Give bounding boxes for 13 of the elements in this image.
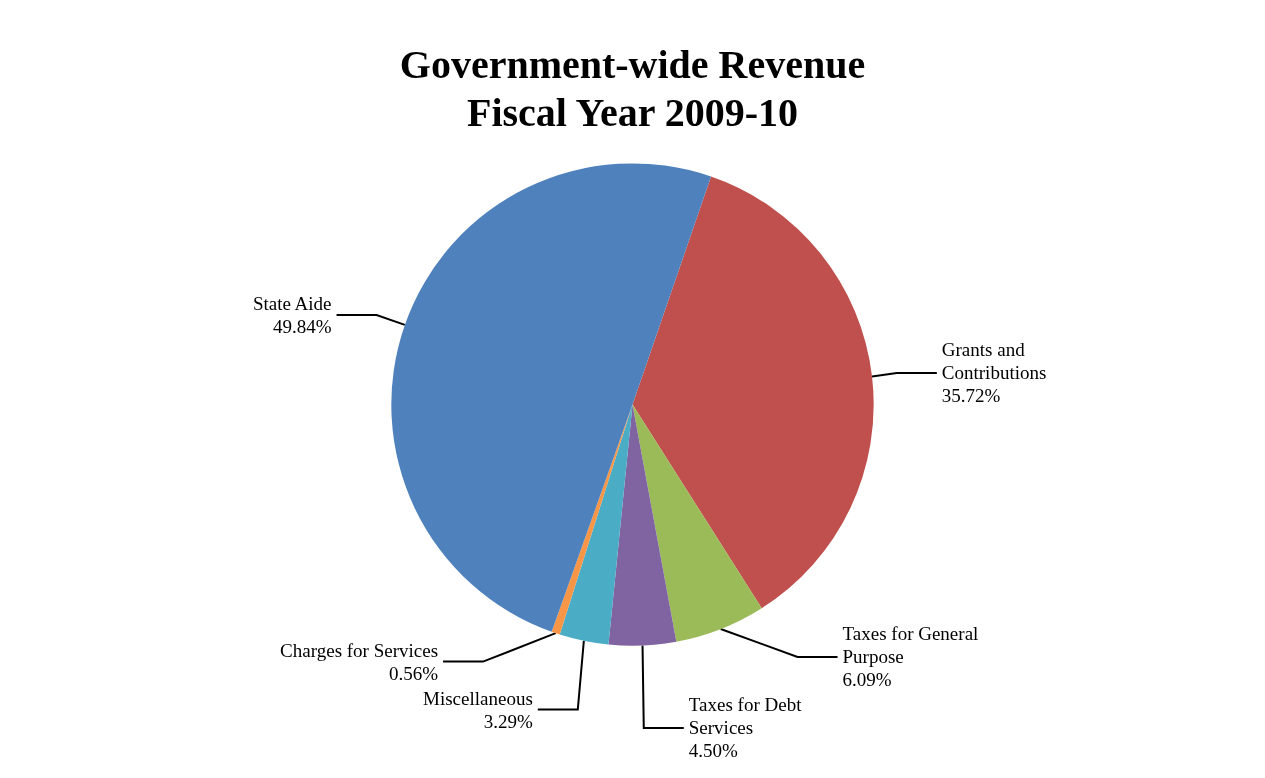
data-label: 35.72% bbox=[941, 385, 1001, 407]
slice-label: Miscellaneous bbox=[423, 687, 533, 709]
slice-label: Charges for Services bbox=[280, 639, 439, 661]
data-label: 6.09% bbox=[842, 669, 892, 691]
data-label: 3.29% bbox=[483, 710, 533, 732]
slice-label: Taxes for Debt Services bbox=[688, 694, 807, 739]
data-label: 49.84% bbox=[272, 315, 332, 337]
data-label: 4.50% bbox=[688, 740, 739, 762]
slice-label: Grants and Contributions bbox=[941, 339, 1047, 384]
data-label: 0.56% bbox=[388, 662, 439, 684]
slice-label: State Aide bbox=[252, 292, 332, 314]
slice-label: Taxes for General Purpose bbox=[842, 623, 984, 668]
chart-title: Government-wide Revenue Fiscal Year 2009-10 bbox=[399, 41, 866, 135]
